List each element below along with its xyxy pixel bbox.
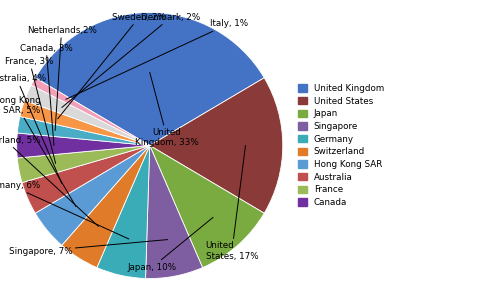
Wedge shape: [150, 78, 283, 213]
Text: Sweden, 2%: Sweden, 2%: [58, 13, 166, 119]
Text: Hong Kong
SAR, 5%: Hong Kong SAR, 5%: [0, 96, 76, 207]
Wedge shape: [17, 133, 150, 158]
Wedge shape: [62, 146, 150, 268]
Text: Canada, 3%: Canada, 3%: [20, 44, 72, 146]
Text: Germany, 6%: Germany, 6%: [0, 181, 129, 239]
Wedge shape: [22, 146, 150, 213]
Text: Netherlands,2%: Netherlands,2%: [27, 26, 97, 131]
Wedge shape: [31, 78, 150, 146]
Text: United
Kingdom, 33%: United Kingdom, 33%: [135, 72, 199, 147]
Wedge shape: [35, 146, 150, 245]
Wedge shape: [150, 146, 264, 268]
Legend: United Kingdom, United States, Japan, Singapore, Germany, Switzerland, Hong Kong: United Kingdom, United States, Japan, Si…: [298, 84, 384, 207]
Text: Switzerland, 5%: Switzerland, 5%: [0, 136, 99, 226]
Text: Singapore, 7%: Singapore, 7%: [9, 239, 168, 255]
Wedge shape: [20, 100, 150, 146]
Text: Italy, 1%: Italy, 1%: [66, 19, 248, 99]
Text: Denmark, 2%: Denmark, 2%: [62, 13, 200, 107]
Text: United
States, 17%: United States, 17%: [206, 146, 258, 261]
Wedge shape: [25, 85, 150, 146]
Wedge shape: [35, 13, 264, 146]
Text: Australia, 4%: Australia, 4%: [0, 74, 62, 184]
Wedge shape: [17, 146, 150, 183]
Text: Japan, 10%: Japan, 10%: [128, 217, 213, 272]
Wedge shape: [145, 146, 202, 278]
Text: France, 3%: France, 3%: [5, 57, 56, 164]
Wedge shape: [17, 116, 150, 146]
Wedge shape: [97, 146, 150, 278]
